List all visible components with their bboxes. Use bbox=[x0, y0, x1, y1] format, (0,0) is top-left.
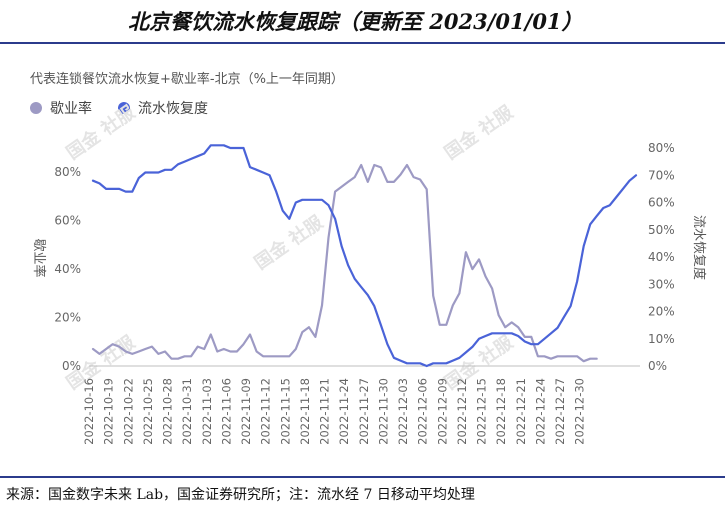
x-tick-label: 2022-11-03 bbox=[200, 378, 214, 445]
series-line-rate bbox=[91, 163, 598, 363]
chart-title: 代表连锁餐饮流水恢复+歇业率-北京（%上一年同期） bbox=[30, 72, 344, 87]
series-line-recovery bbox=[91, 144, 638, 368]
x-tick-label: 2022-12-18 bbox=[494, 378, 508, 445]
x-tick-label: 2022-10-28 bbox=[161, 378, 175, 445]
x-tick-label: 2022-11-18 bbox=[298, 378, 312, 445]
x-tick-label: 2022-10-19 bbox=[102, 378, 116, 445]
x-tick-label: 2022-11-27 bbox=[357, 378, 371, 445]
legend-label-recovery: 流水恢复度 bbox=[138, 101, 208, 117]
x-tick-label: 2022-12-24 bbox=[533, 378, 547, 445]
x-tick-label: 2022-11-06 bbox=[219, 378, 233, 445]
x-tick-label: 2022-12-03 bbox=[396, 378, 410, 445]
title-divider bbox=[0, 42, 725, 44]
y-left-tick-label: 80% bbox=[54, 165, 81, 179]
y-right-tick-label: 60% bbox=[648, 196, 675, 210]
y-left-axis-title: 歇业率 bbox=[31, 238, 47, 277]
watermark-2: 国金 社服 bbox=[440, 101, 518, 164]
x-tick-label: 2022-12-21 bbox=[514, 378, 528, 445]
y-left-tick-label: 0% bbox=[62, 359, 81, 373]
watermark-0: 国金 社服 bbox=[62, 101, 140, 164]
legend-swatch-rate bbox=[30, 102, 42, 114]
y-right-tick-label: 20% bbox=[648, 305, 675, 319]
y-right-tick-label: 70% bbox=[648, 168, 675, 182]
x-tick-label: 2022-10-22 bbox=[121, 378, 135, 445]
x-tick-label: 2022-11-15 bbox=[278, 378, 292, 445]
y-right-tick-label: 80% bbox=[648, 141, 675, 155]
footer-divider bbox=[0, 476, 725, 478]
x-tick-label: 2022-10-25 bbox=[141, 378, 155, 445]
x-tick-label: 2022-10-16 bbox=[82, 378, 96, 445]
y-right-axis-title: 流水恢复度 bbox=[691, 215, 707, 280]
x-tick-label: 2022-11-09 bbox=[239, 378, 253, 445]
x-tick-label: 2022-12-12 bbox=[455, 378, 469, 445]
x-tick-label: 2022-12-15 bbox=[475, 378, 489, 445]
x-tick-label: 2022-11-12 bbox=[259, 378, 273, 445]
x-tick-label: 2022-11-24 bbox=[337, 378, 351, 445]
y-left-tick-label: 20% bbox=[54, 311, 81, 325]
y-right-tick-label: 0% bbox=[648, 359, 667, 373]
watermark-1: 国金 社服 bbox=[250, 211, 328, 274]
source-note: 来源：国金数字未来 Lab，国金证券研究所；注：流水经 7 日移动平均处理 bbox=[6, 487, 475, 503]
y-left-tick-label: 60% bbox=[54, 214, 81, 228]
legend-swatch-recovery bbox=[118, 102, 130, 114]
legend-item-rate: 歇业率 bbox=[30, 98, 92, 118]
page-title: 北京餐饮流水恢复跟踪（更新至 2023/01/01） bbox=[128, 9, 583, 34]
y-right-tick-label: 30% bbox=[648, 277, 675, 291]
x-tick-label: 2022-12-30 bbox=[573, 378, 587, 445]
x-tick-label: 2022-12-06 bbox=[416, 378, 430, 445]
x-tick-label: 2022-10-31 bbox=[180, 378, 194, 445]
legend-label-rate: 歇业率 bbox=[50, 101, 92, 117]
legend-item-recovery: 流水恢复度 bbox=[118, 98, 208, 118]
y-left-tick-label: 40% bbox=[54, 262, 81, 276]
y-right-tick-label: 40% bbox=[648, 250, 675, 264]
y-right-tick-label: 50% bbox=[648, 223, 675, 237]
chart-legend: 歇业率 流水恢复度 bbox=[30, 98, 234, 118]
x-tick-label: 2022-11-21 bbox=[318, 378, 332, 445]
x-tick-label: 2022-11-30 bbox=[376, 378, 390, 445]
x-tick-label: 2022-12-09 bbox=[435, 378, 449, 445]
x-tick-label: 2022-12-27 bbox=[553, 378, 567, 445]
y-right-tick-label: 10% bbox=[648, 332, 675, 346]
